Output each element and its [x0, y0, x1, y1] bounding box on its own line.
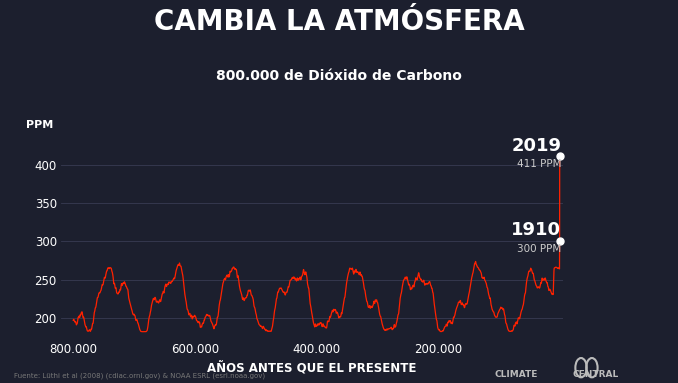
- Text: 300 PPM: 300 PPM: [517, 244, 561, 254]
- Text: 800.000 de Dióxido de Carbono: 800.000 de Dióxido de Carbono: [216, 69, 462, 83]
- Text: Fuente: Lüthi et al (2008) (cdiac.ornl.gov) & NOAA ESRL (esrl.noaa.gov): Fuente: Lüthi et al (2008) (cdiac.ornl.g…: [14, 373, 264, 379]
- Text: 1910: 1910: [511, 221, 561, 239]
- Text: 411 PPM: 411 PPM: [517, 159, 561, 169]
- Text: CAMBIA LA ATMÓSFERA: CAMBIA LA ATMÓSFERA: [154, 8, 524, 36]
- Text: CENTRAL: CENTRAL: [573, 370, 619, 379]
- X-axis label: AÑOS ANTES QUE EL PRESENTE: AÑOS ANTES QUE EL PRESENTE: [207, 361, 416, 375]
- Text: PPM: PPM: [26, 120, 53, 130]
- Text: CLIMATE: CLIMATE: [495, 370, 538, 379]
- Text: 2019: 2019: [511, 137, 561, 155]
